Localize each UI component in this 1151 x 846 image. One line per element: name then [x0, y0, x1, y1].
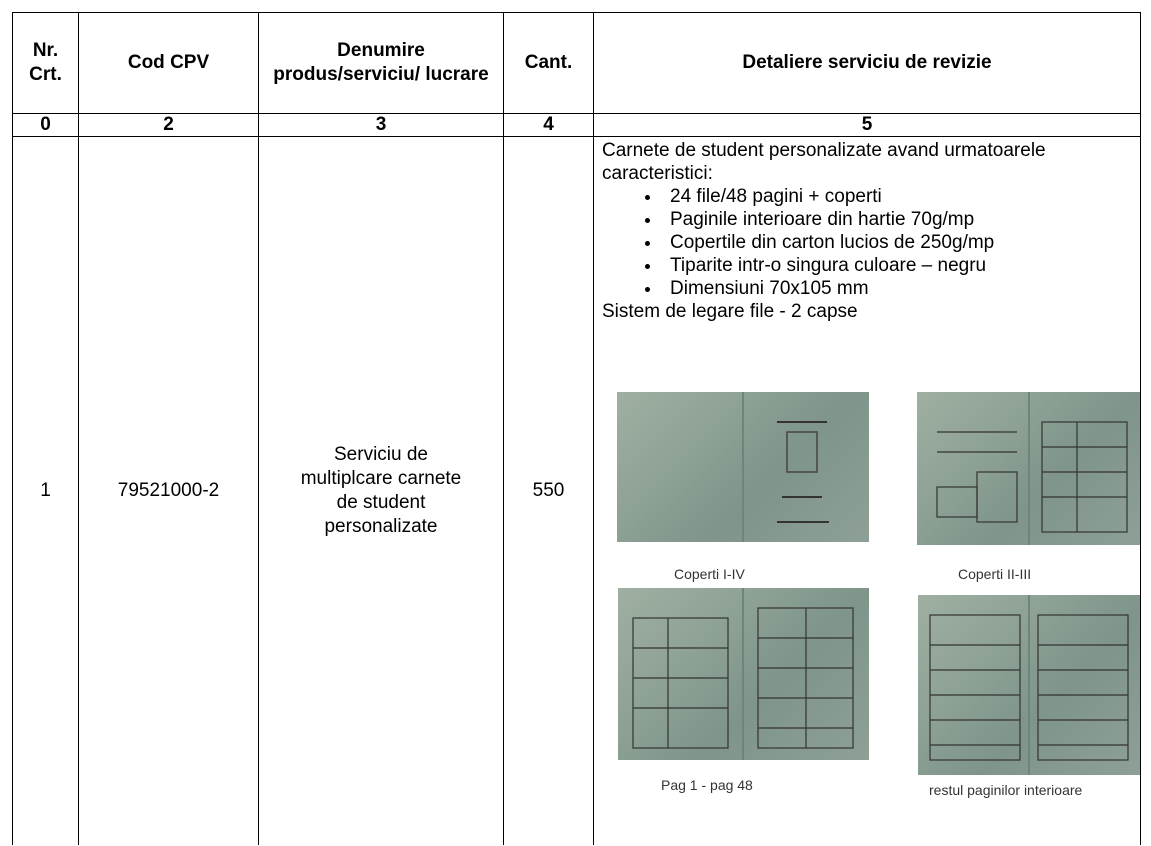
number-cell: 2: [78, 113, 259, 137]
header-cell: Denumire produs/serviciu/ lucrare: [258, 12, 504, 114]
number-cell: 3: [258, 113, 504, 137]
photo-caption: Pag 1 - pag 48: [661, 777, 753, 793]
photo-caption: restul paginilor interioare: [929, 782, 1083, 798]
cover-drawing: [742, 392, 829, 542]
nr-cell: 1: [12, 136, 79, 845]
header-row: Nr. Crt. Cod CPV Denumire produs/servici…: [12, 12, 1141, 114]
form-drawing: [632, 588, 854, 760]
interior-photo: [918, 595, 1140, 775]
photo-caption: Coperti II-III: [958, 566, 1032, 582]
bullet: 24 file/48 pagini + coperti: [662, 185, 1140, 208]
header-cell: Nr. Crt.: [12, 12, 79, 114]
cpv-cell: 79521000-2: [78, 136, 259, 845]
photo-caption: Coperti I-IV: [674, 566, 745, 582]
detail-intro: Carnete de student personalizate avand u…: [602, 140, 1046, 184]
cover-inner-photo: [917, 392, 1140, 545]
number-cell: 0: [12, 113, 79, 137]
number-cell: 5: [593, 113, 1141, 137]
page-photo: [618, 588, 869, 760]
qty-cell: 550: [503, 136, 594, 845]
number-cell: 4: [503, 113, 594, 137]
header-cell: Cod CPV: [78, 12, 259, 114]
bullet-list: 24 file/48 pagini + coperti Paginile int…: [602, 185, 1140, 300]
cover-photo: [617, 392, 869, 542]
detail-footer: Sistem de legare file - 2 capse: [602, 301, 858, 322]
bullet: Dimensiuni 70x105 mm: [662, 277, 1140, 300]
bullet: Copertile din carton lucios de 250g/mp: [662, 231, 1140, 254]
form-drawing: [936, 392, 1128, 545]
name-cell: Serviciu de multiplcare carnete de stude…: [258, 136, 504, 845]
numbering-row: 0 2 3 4 5: [12, 113, 1141, 137]
header-cell: Detaliere serviciu de revizie: [593, 12, 1141, 114]
header-cell: Cant.: [503, 12, 594, 114]
form-drawing: [929, 595, 1129, 775]
bullet: Tiparite intr-o singura culoare – negru: [662, 254, 1140, 277]
bullet: Paginile interioare din hartie 70g/mp: [662, 208, 1140, 231]
